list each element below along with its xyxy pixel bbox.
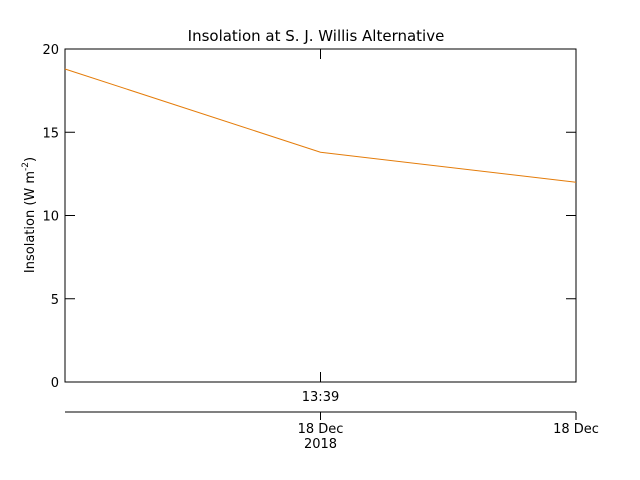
plot-frame [64, 48, 577, 383]
date-label: 2018 [304, 437, 337, 452]
y-tick-label: 0 [51, 376, 59, 391]
x-tick-label: 13:39 [302, 390, 339, 405]
y-label-sup: -2 [21, 162, 31, 171]
y-label-end: ) [23, 157, 38, 162]
date-label: 18 Dec [553, 422, 599, 437]
y-axis-label: Insolation (W m-2) [21, 157, 38, 273]
chart-title: Insolation at S. J. Willis Alternative [188, 27, 445, 45]
y-label-main: Insolation (W m [23, 171, 38, 273]
y-tick-label: 20 [42, 43, 59, 58]
date-label: 18 Dec [298, 422, 344, 437]
y-tick-label: 10 [42, 210, 59, 225]
data-line [64, 68, 577, 183]
y-tick-label: 5 [51, 293, 59, 308]
y-tick-label: 15 [42, 126, 59, 141]
